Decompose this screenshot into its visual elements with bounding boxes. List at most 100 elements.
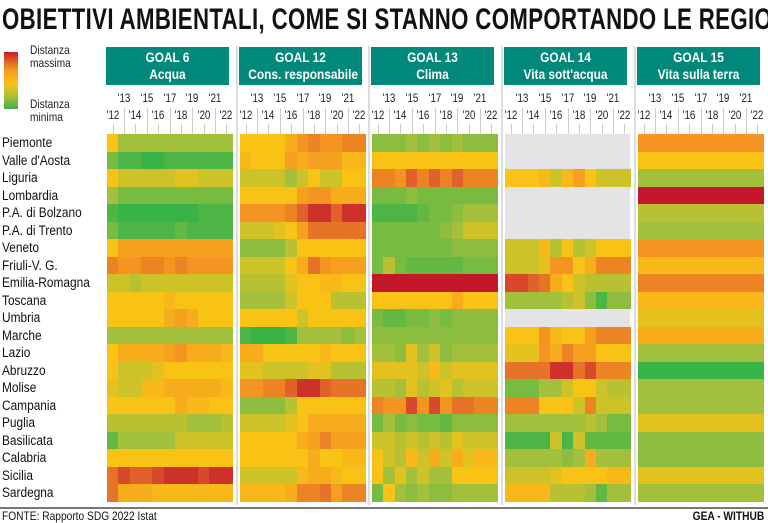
- year-tick-label: '13: [382, 93, 396, 105]
- heatmap-cell: [474, 186, 487, 205]
- heatmap-cell: [129, 169, 142, 187]
- heatmap-cell: [440, 414, 453, 432]
- heatmap-cell: [694, 326, 707, 345]
- heatmap-cell: [561, 379, 574, 397]
- heatmap-cell: [561, 239, 574, 257]
- heatmap-cell: [573, 466, 586, 485]
- region-label: Puglia: [2, 415, 36, 430]
- heatmap-cell: [372, 449, 384, 467]
- heatmap-cell: [129, 466, 142, 485]
- heatmap-cell: [141, 326, 154, 345]
- heatmap-cell: [186, 414, 199, 432]
- heatmap-cell: [694, 221, 707, 240]
- heatmap-cell: [485, 309, 498, 327]
- year-tick-label: '14: [262, 110, 275, 122]
- heatmap-cell: [163, 484, 176, 502]
- heatmap-cell: [672, 466, 685, 485]
- heatmap-cell: [505, 484, 517, 502]
- heatmap-cell: [107, 291, 119, 310]
- heatmap-cell: [417, 466, 430, 485]
- heatmap-cell: [372, 361, 384, 380]
- heatmap-cell: [296, 274, 309, 292]
- heatmap-cell: [383, 326, 396, 345]
- year-tick-label: '14: [394, 110, 407, 122]
- year-tick-line: [245, 124, 247, 134]
- heatmap-cell: [440, 466, 453, 485]
- heatmap-cell: [706, 484, 719, 502]
- heatmap-cell: [262, 151, 275, 170]
- heatmap-cell: [751, 449, 764, 467]
- year-tick-line: [522, 108, 524, 134]
- heatmap-cell: [220, 309, 233, 327]
- heatmap-cell: [319, 344, 332, 362]
- heatmap-cell: [440, 484, 453, 502]
- heatmap-cell: [209, 379, 222, 397]
- panel-separator: [634, 46, 636, 505]
- heatmap-cell: [440, 169, 453, 187]
- heatmap-cell: [595, 326, 608, 345]
- heatmap-cell: [319, 431, 332, 450]
- heatmap-cell: [683, 326, 696, 345]
- region-label: Molise: [2, 380, 37, 395]
- heatmap-cell: [372, 151, 384, 170]
- year-tick-label: '19: [583, 93, 597, 105]
- heatmap-cell: [417, 221, 430, 240]
- heatmap-cell: [694, 274, 707, 292]
- heatmap-cell: [527, 449, 540, 467]
- heatmap-cell: [383, 379, 396, 397]
- year-tick-label: '16: [682, 110, 696, 122]
- heatmap-cell: [649, 326, 662, 345]
- heatmap-cell: [353, 291, 366, 310]
- year-tick-label: '14: [660, 110, 673, 122]
- heatmap-cell: [638, 449, 650, 467]
- heatmap-cell: [107, 449, 119, 467]
- heatmap-cell: [638, 431, 650, 450]
- heatmap-cell: [740, 134, 753, 152]
- heatmap-cell: [751, 186, 764, 205]
- heatmap-cell: [175, 449, 188, 467]
- heatmap-cell: [342, 239, 355, 257]
- heatmap-cell: [394, 326, 407, 345]
- heatmap-cell: [539, 344, 552, 362]
- heatmap-cell: [706, 396, 719, 415]
- heatmap-cell: [197, 239, 210, 257]
- heatmap-cell: [462, 291, 475, 310]
- heatmap-cell: [186, 151, 199, 170]
- heatmap-cell: [550, 396, 563, 415]
- heatmap-cell: [118, 291, 131, 310]
- heatmap-cell: [118, 484, 131, 502]
- heatmap-cell: [474, 361, 487, 380]
- heatmap-cell: [209, 449, 222, 467]
- goal-label: GOAL 12: [275, 49, 326, 65]
- heatmap-cell: [262, 291, 275, 310]
- heatmap-cell: [595, 449, 608, 467]
- heatmap-cell: [474, 169, 487, 187]
- heatmap-cell: [296, 396, 309, 415]
- heatmap-cell: [186, 291, 199, 310]
- heatmap-cell: [406, 326, 419, 345]
- heatmap-cell: [539, 484, 552, 502]
- heatmap-cell: [618, 484, 631, 502]
- heatmap-cell: [319, 466, 332, 485]
- heatmap-cell: [751, 309, 764, 327]
- heatmap-cell: [706, 291, 719, 310]
- heatmap-cell: [394, 221, 407, 240]
- heatmap-cell: [175, 291, 188, 310]
- heatmap-cell: [285, 484, 298, 502]
- heatmap-cell: [417, 274, 430, 292]
- heatmap-cell: [516, 274, 529, 292]
- heatmap-cell: [706, 309, 719, 327]
- heatmap-cell: [107, 186, 119, 205]
- heatmap-cell: [319, 396, 332, 415]
- heatmap-cell: [394, 186, 407, 205]
- heatmap-cell: [505, 291, 517, 310]
- heatmap-cell: [683, 484, 696, 502]
- heatmap-cell: [485, 221, 498, 240]
- heatmap-cell: [107, 396, 119, 415]
- heatmap-cell: [462, 169, 475, 187]
- heatmap-cell: [649, 379, 662, 397]
- heatmap-cell: [485, 256, 498, 275]
- year-tick-label: '18: [439, 110, 453, 122]
- heatmap-cell: [717, 239, 730, 257]
- heatmap-cell: [285, 326, 298, 345]
